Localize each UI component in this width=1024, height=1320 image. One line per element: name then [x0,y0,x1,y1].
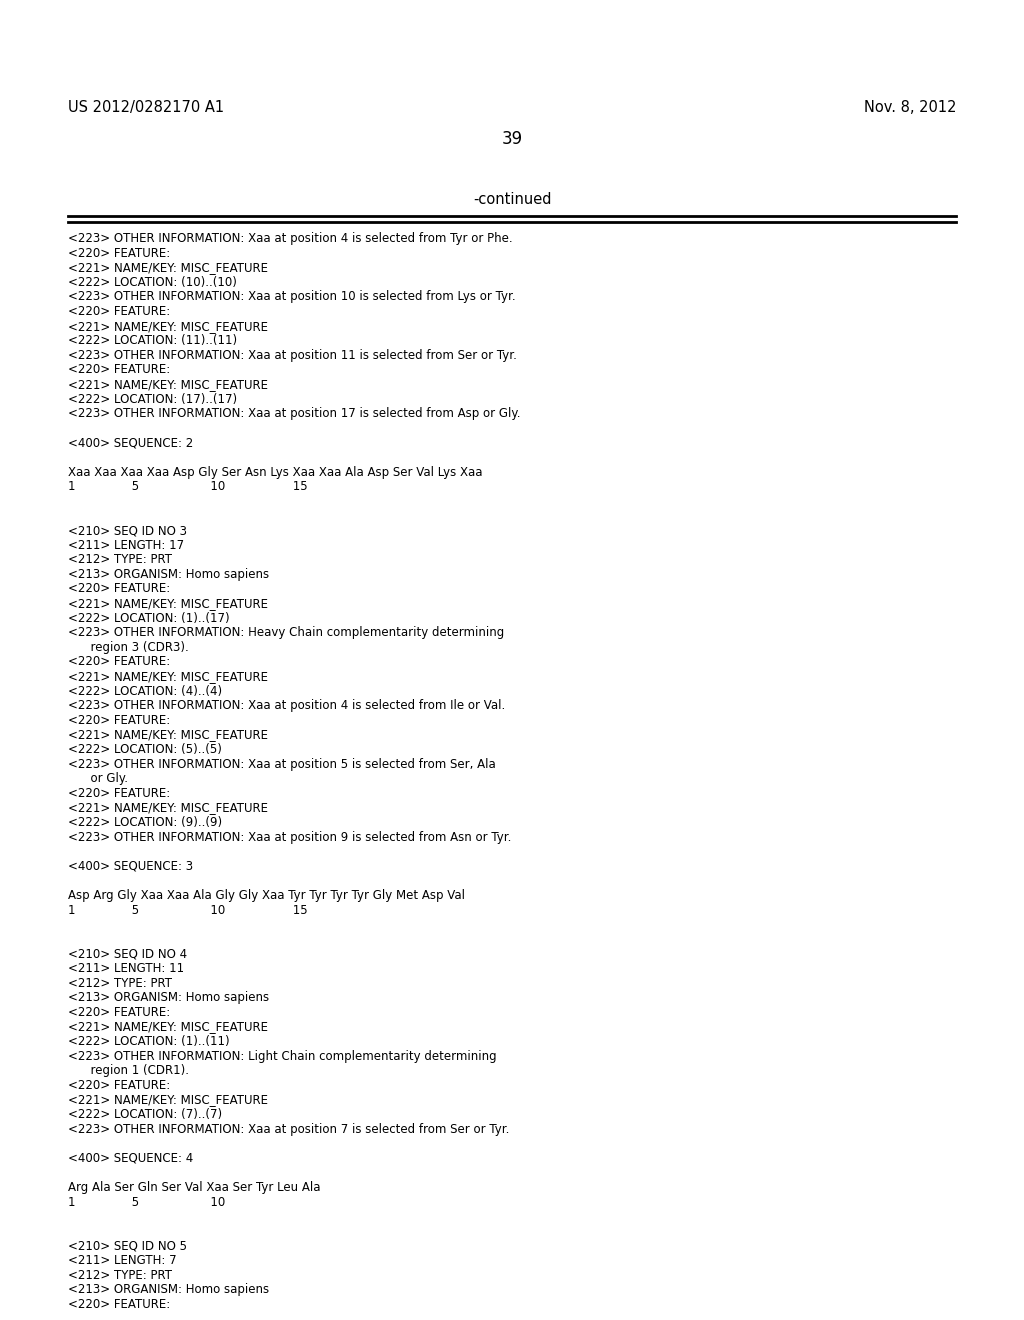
Text: <211> LENGTH: 17: <211> LENGTH: 17 [68,539,184,552]
Text: <221> NAME/KEY: MISC_FEATURE: <221> NAME/KEY: MISC_FEATURE [68,1093,268,1106]
Text: region 1 (CDR1).: region 1 (CDR1). [68,1064,189,1077]
Text: <223> OTHER INFORMATION: Xaa at position 11 is selected from Ser or Tyr.: <223> OTHER INFORMATION: Xaa at position… [68,348,517,362]
Text: <213> ORGANISM: Homo sapiens: <213> ORGANISM: Homo sapiens [68,1283,269,1296]
Text: <223> OTHER INFORMATION: Xaa at position 5 is selected from Ser, Ala: <223> OTHER INFORMATION: Xaa at position… [68,758,496,771]
Text: <223> OTHER INFORMATION: Xaa at position 10 is selected from Lys or Tyr.: <223> OTHER INFORMATION: Xaa at position… [68,290,516,304]
Text: <221> NAME/KEY: MISC_FEATURE: <221> NAME/KEY: MISC_FEATURE [68,261,268,275]
Text: <213> ORGANISM: Homo sapiens: <213> ORGANISM: Homo sapiens [68,991,269,1005]
Text: <212> TYPE: PRT: <212> TYPE: PRT [68,553,172,566]
Text: 1               5                   10                  15: 1 5 10 15 [68,904,307,916]
Text: <221> NAME/KEY: MISC_FEATURE: <221> NAME/KEY: MISC_FEATURE [68,597,268,610]
Text: Xaa Xaa Xaa Xaa Asp Gly Ser Asn Lys Xaa Xaa Ala Asp Ser Val Lys Xaa: Xaa Xaa Xaa Xaa Asp Gly Ser Asn Lys Xaa … [68,466,482,479]
Text: <220> FEATURE:: <220> FEATURE: [68,714,170,727]
Text: <222> LOCATION: (4)..(4): <222> LOCATION: (4)..(4) [68,685,222,697]
Text: <211> LENGTH: 7: <211> LENGTH: 7 [68,1254,176,1267]
Text: <220> FEATURE:: <220> FEATURE: [68,247,170,260]
Text: Arg Ala Ser Gln Ser Val Xaa Ser Tyr Leu Ala: Arg Ala Ser Gln Ser Val Xaa Ser Tyr Leu … [68,1181,321,1195]
Text: <221> NAME/KEY: MISC_FEATURE: <221> NAME/KEY: MISC_FEATURE [68,671,268,682]
Text: <210> SEQ ID NO 3: <210> SEQ ID NO 3 [68,524,187,537]
Text: <212> TYPE: PRT: <212> TYPE: PRT [68,977,172,990]
Text: <400> SEQUENCE: 2: <400> SEQUENCE: 2 [68,437,194,449]
Text: <222> LOCATION: (11)..(11): <222> LOCATION: (11)..(11) [68,334,238,347]
Text: <220> FEATURE:: <220> FEATURE: [68,363,170,376]
Text: US 2012/0282170 A1: US 2012/0282170 A1 [68,100,224,115]
Text: <222> LOCATION: (1)..(17): <222> LOCATION: (1)..(17) [68,611,229,624]
Text: -continued: -continued [473,191,551,207]
Text: <221> NAME/KEY: MISC_FEATURE: <221> NAME/KEY: MISC_FEATURE [68,1020,268,1034]
Text: 39: 39 [502,129,522,148]
Text: <221> NAME/KEY: MISC_FEATURE: <221> NAME/KEY: MISC_FEATURE [68,729,268,742]
Text: <211> LENGTH: 11: <211> LENGTH: 11 [68,962,184,975]
Text: <222> LOCATION: (7)..(7): <222> LOCATION: (7)..(7) [68,1107,222,1121]
Text: <221> NAME/KEY: MISC_FEATURE: <221> NAME/KEY: MISC_FEATURE [68,378,268,391]
Text: <212> TYPE: PRT: <212> TYPE: PRT [68,1269,172,1282]
Text: <221> NAME/KEY: MISC_FEATURE: <221> NAME/KEY: MISC_FEATURE [68,801,268,814]
Text: <220> FEATURE:: <220> FEATURE: [68,305,170,318]
Text: 1               5                   10                  15: 1 5 10 15 [68,480,307,494]
Text: <400> SEQUENCE: 4: <400> SEQUENCE: 4 [68,1152,194,1164]
Text: <400> SEQUENCE: 3: <400> SEQUENCE: 3 [68,859,194,873]
Text: <223> OTHER INFORMATION: Xaa at position 17 is selected from Asp or Gly.: <223> OTHER INFORMATION: Xaa at position… [68,407,520,420]
Text: <223> OTHER INFORMATION: Heavy Chain complementarity determining: <223> OTHER INFORMATION: Heavy Chain com… [68,626,504,639]
Text: <223> OTHER INFORMATION: Xaa at position 7 is selected from Ser or Tyr.: <223> OTHER INFORMATION: Xaa at position… [68,1122,509,1135]
Text: <223> OTHER INFORMATION: Xaa at position 4 is selected from Ile or Val.: <223> OTHER INFORMATION: Xaa at position… [68,700,505,713]
Text: or Gly.: or Gly. [68,772,128,785]
Text: <220> FEATURE:: <220> FEATURE: [68,1006,170,1019]
Text: <223> OTHER INFORMATION: Xaa at position 4 is selected from Tyr or Phe.: <223> OTHER INFORMATION: Xaa at position… [68,232,513,246]
Text: <210> SEQ ID NO 5: <210> SEQ ID NO 5 [68,1239,187,1253]
Text: <222> LOCATION: (9)..(9): <222> LOCATION: (9)..(9) [68,816,222,829]
Text: <222> LOCATION: (17)..(17): <222> LOCATION: (17)..(17) [68,392,238,405]
Text: Asp Arg Gly Xaa Xaa Ala Gly Gly Xaa Tyr Tyr Tyr Tyr Gly Met Asp Val: Asp Arg Gly Xaa Xaa Ala Gly Gly Xaa Tyr … [68,888,465,902]
Text: <220> FEATURE:: <220> FEATURE: [68,1078,170,1092]
Text: <220> FEATURE:: <220> FEATURE: [68,656,170,668]
Text: <222> LOCATION: (5)..(5): <222> LOCATION: (5)..(5) [68,743,222,756]
Text: <222> LOCATION: (1)..(11): <222> LOCATION: (1)..(11) [68,1035,229,1048]
Text: <223> OTHER INFORMATION: Light Chain complementarity determining: <223> OTHER INFORMATION: Light Chain com… [68,1049,497,1063]
Text: <213> ORGANISM: Homo sapiens: <213> ORGANISM: Homo sapiens [68,568,269,581]
Text: <220> FEATURE:: <220> FEATURE: [68,1298,170,1311]
Text: <210> SEQ ID NO 4: <210> SEQ ID NO 4 [68,948,187,961]
Text: <220> FEATURE:: <220> FEATURE: [68,787,170,800]
Text: 1               5                   10: 1 5 10 [68,1196,225,1209]
Text: region 3 (CDR3).: region 3 (CDR3). [68,640,188,653]
Text: <223> OTHER INFORMATION: Xaa at position 9 is selected from Asn or Tyr.: <223> OTHER INFORMATION: Xaa at position… [68,830,511,843]
Text: <221> NAME/KEY: MISC_FEATURE: <221> NAME/KEY: MISC_FEATURE [68,319,268,333]
Text: <220> FEATURE:: <220> FEATURE: [68,582,170,595]
Text: <222> LOCATION: (10)..(10): <222> LOCATION: (10)..(10) [68,276,237,289]
Text: Nov. 8, 2012: Nov. 8, 2012 [863,100,956,115]
